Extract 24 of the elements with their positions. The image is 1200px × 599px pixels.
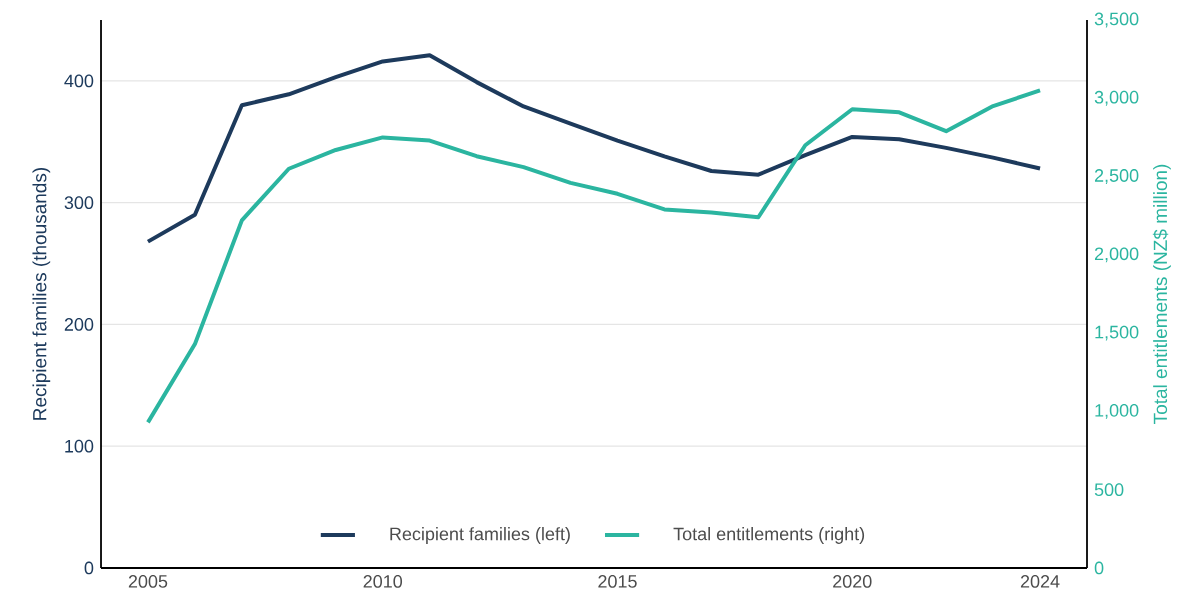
y2-tick-label: 2,500 bbox=[1094, 169, 1139, 184]
y-tick-label: 100 bbox=[65, 439, 94, 453]
y2-tick-label: 0 bbox=[1094, 561, 1104, 575]
line-series bbox=[145, 88, 1043, 425]
x-tick-label: 2020 bbox=[833, 575, 872, 588]
line-series bbox=[145, 53, 1043, 244]
y-tick-label: 400 bbox=[64, 74, 94, 88]
x-tick-label: 2015 bbox=[598, 575, 637, 588]
y-tick-label: 300 bbox=[64, 196, 94, 210]
x-tick-label: 2010 bbox=[363, 575, 403, 588]
y-tick-label: 200 bbox=[64, 318, 94, 331]
y2-tick-label: 1,500 bbox=[1095, 325, 1139, 341]
x-tick-label: 2024 bbox=[1020, 575, 1060, 588]
x-tick-label: 2005 bbox=[128, 575, 168, 588]
y2-tick-label: 500 bbox=[1094, 483, 1124, 497]
legend-label: Total entitlements (right) bbox=[673, 527, 865, 544]
y2-tick-label: 3,000 bbox=[1094, 90, 1139, 106]
y-tick-label: 0 bbox=[84, 561, 94, 575]
y-axis-title: Recipient families (thousands) bbox=[32, 167, 51, 420]
y2-tick-label: 1,000 bbox=[1095, 403, 1139, 419]
y2-axis-title: Total entitlements (NZ$ million) bbox=[1152, 164, 1171, 424]
y2-tick-label: 2,000 bbox=[1094, 247, 1139, 263]
legend-label: Recipient families (left) bbox=[390, 527, 570, 544]
y2-tick-label: 3,500 bbox=[1094, 12, 1139, 28]
